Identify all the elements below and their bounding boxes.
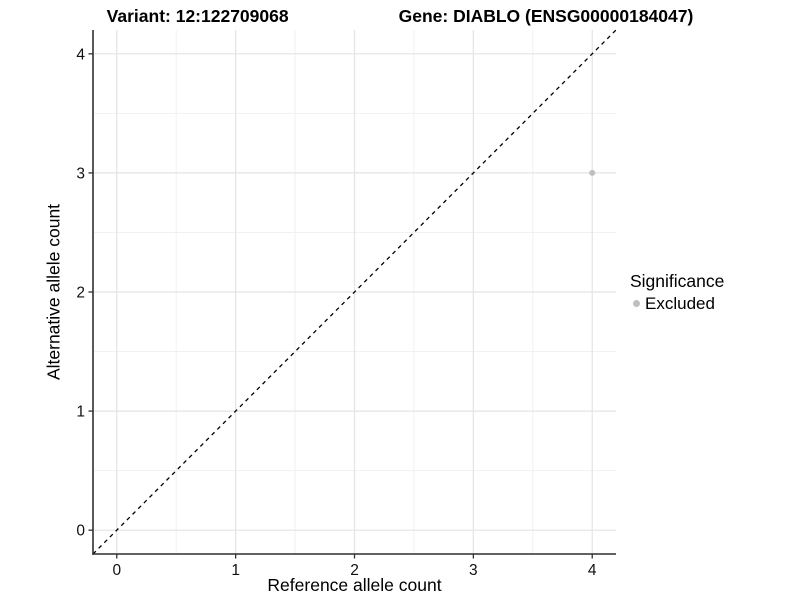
variant-title: Variant: 12:122709068 bbox=[106, 6, 289, 26]
legend: Significance Excluded bbox=[630, 271, 724, 313]
gene-title: Gene: DIABLO (ENSG00000184047) bbox=[398, 6, 694, 26]
y-tick-label: 1 bbox=[76, 404, 85, 421]
y-tick-label: 4 bbox=[76, 46, 85, 63]
x-tick-label: 0 bbox=[112, 562, 121, 579]
x-tick-label: 4 bbox=[588, 562, 597, 579]
identity-dashed-line bbox=[92, 29, 617, 555]
plot-title: Variant: 12:122709068 Gene: DIABLO (ENSG… bbox=[0, 6, 800, 27]
y-tick-label: 3 bbox=[76, 165, 85, 182]
y-axis-title: Alternative allele count bbox=[43, 203, 64, 381]
legend-title: Significance bbox=[630, 271, 725, 291]
x-tick-label: 3 bbox=[469, 562, 478, 579]
legend-item-label: Excluded bbox=[645, 294, 715, 313]
legend-item-excluded: Excluded bbox=[630, 294, 724, 313]
x-tick-label: 1 bbox=[231, 562, 240, 579]
x-axis-title: Reference allele count bbox=[267, 575, 442, 595]
y-tick-label: 0 bbox=[76, 523, 85, 540]
legend-dot-icon bbox=[633, 300, 640, 307]
x-tick-label: 2 bbox=[350, 562, 359, 579]
y-tick-label: 2 bbox=[76, 285, 85, 302]
data-point bbox=[589, 169, 596, 176]
